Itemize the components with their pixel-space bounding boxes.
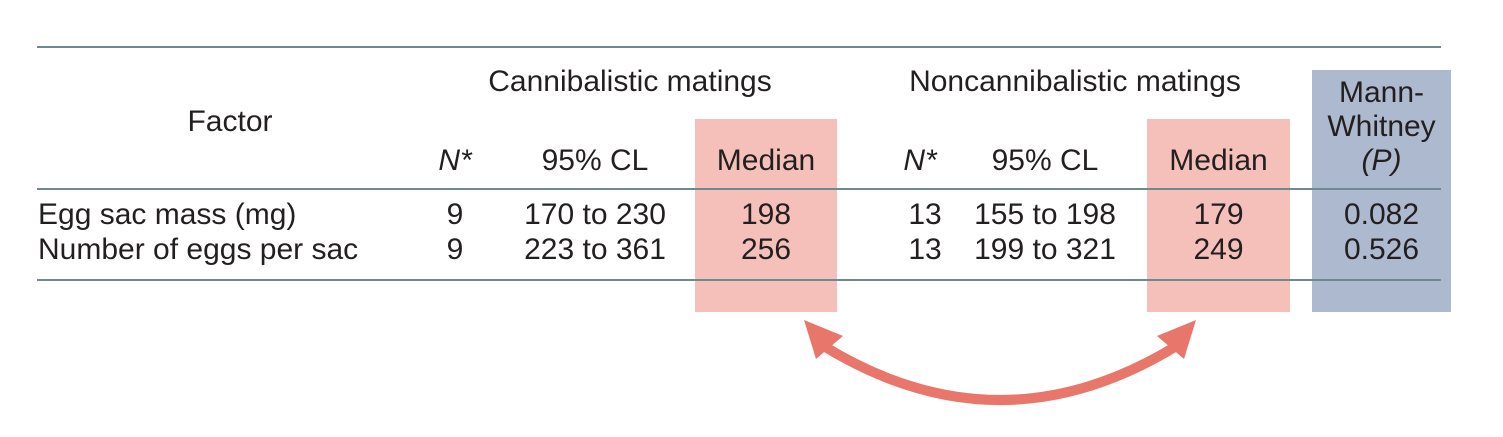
cannibalistic-ci-header: 95% CL: [541, 144, 649, 177]
cannibalistic-n-header: N*: [438, 144, 472, 177]
bottom-rule: [37, 279, 1441, 281]
row-p-value: 0.526: [1343, 233, 1420, 266]
factor-header: Factor: [187, 105, 273, 138]
cannibalistic-group-header: Cannibalistic matings: [488, 65, 772, 98]
row-c-median: 256: [740, 233, 792, 266]
mann-whitney-header-line2: Whitney: [1327, 110, 1436, 143]
noncannibalistic-n-header: N*: [903, 144, 937, 177]
row-nc-ci: 155 to 198: [974, 198, 1116, 231]
row-c-ci: 223 to 361: [524, 233, 666, 266]
noncannibalistic-median-header: Median: [1169, 144, 1268, 177]
mann-whitney-header-line3: (P): [1361, 144, 1402, 177]
row-c-median: 198: [740, 198, 792, 231]
mann-whitney-header-line1: Mann-: [1338, 76, 1425, 109]
row-c-n: 9: [446, 198, 464, 231]
row-c-n: 9: [446, 233, 464, 266]
cannibalistic-median-header: Median: [716, 144, 816, 177]
row-nc-ci: 199 to 321: [974, 233, 1116, 266]
row-nc-n: 13: [908, 233, 942, 266]
row-nc-n: 13: [908, 198, 942, 231]
row-nc-median: 249: [1193, 233, 1244, 266]
row-nc-median: 179: [1193, 198, 1244, 231]
row-factor: Number of eggs per sac: [38, 233, 359, 266]
mann-whitney-highlight: [1312, 70, 1451, 312]
noncannibalistic-group-header: Noncannibalistic matings: [909, 65, 1241, 98]
noncannibalistic-ci-header: 95% CL: [991, 144, 1099, 177]
row-factor: Egg sac mass (mg): [38, 198, 297, 231]
row-p-value: 0.082: [1343, 198, 1420, 231]
top-rule: [37, 46, 1441, 48]
row-c-ci: 170 to 230: [524, 198, 666, 231]
header-rule: [37, 188, 1441, 190]
